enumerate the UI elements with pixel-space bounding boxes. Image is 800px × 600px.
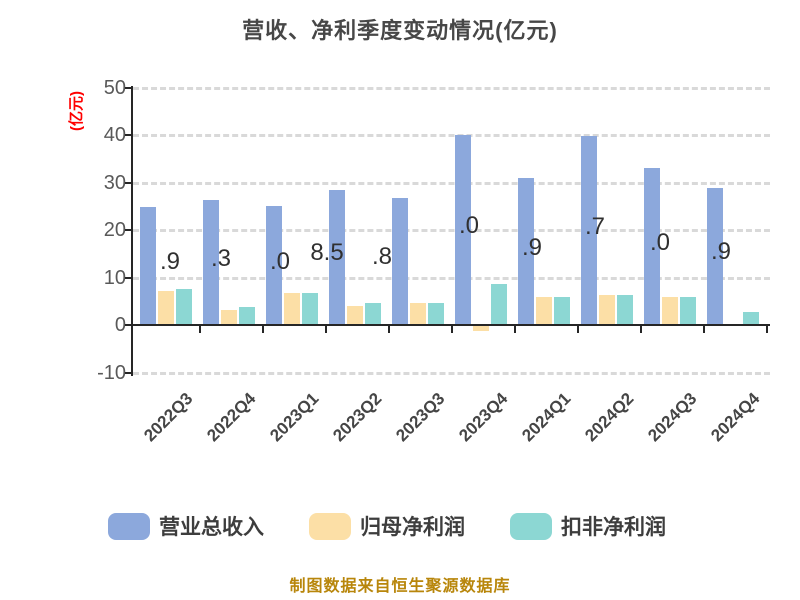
revenue-bar <box>140 206 156 325</box>
non-gaap-profit-bar <box>617 294 633 325</box>
y-tick-label: 20 <box>103 219 126 241</box>
data-source-caption: 制图数据来自恒生聚源数据库 <box>289 578 511 595</box>
net-profit-bar <box>536 296 552 325</box>
bar-value-label: .0 <box>649 228 671 256</box>
y-tick-label: 0 <box>114 314 126 336</box>
revenue-bar <box>266 206 282 325</box>
x-tick <box>702 325 705 333</box>
gridline <box>133 86 770 90</box>
non-gaap-profit-bar <box>491 284 507 325</box>
legend-item-revenue: 营业总收入 <box>108 511 264 541</box>
revenue-bar <box>581 136 597 325</box>
revenue-bar <box>203 200 219 325</box>
net-profit-bar <box>284 292 300 325</box>
x-tick <box>450 325 453 333</box>
bar-value-label: 8.5 <box>310 239 344 267</box>
bar-value-label: .9 <box>521 233 543 261</box>
gridline <box>133 134 770 137</box>
net-profit-bar <box>347 305 363 325</box>
net-profit-bar <box>662 296 678 325</box>
y-tick <box>125 134 132 136</box>
x-tick <box>639 325 642 333</box>
net-profit-bar <box>410 302 426 325</box>
non-gaap-profit-bar <box>302 292 318 325</box>
net-profit-bar <box>221 309 237 325</box>
revenue-bar <box>329 189 345 325</box>
legend-item-net-profit: 归母净利润 <box>309 511 465 541</box>
revenue-bar <box>455 135 471 325</box>
non-gaap-profit-bar <box>365 303 381 325</box>
gridline <box>133 371 770 375</box>
net-profit-bar <box>473 326 489 331</box>
bar-value-label: .9 <box>159 247 181 275</box>
bar-value-label: .0 <box>458 212 480 239</box>
x-tick <box>198 325 201 333</box>
non-gaap-profit-bar <box>428 302 444 325</box>
non-gaap-profit-swatch-icon <box>510 512 552 540</box>
gridline <box>133 229 770 232</box>
y-tick-label: 50 <box>103 76 126 99</box>
legend-label-net-profit: 归母净利润 <box>360 516 465 539</box>
chart-title: 营收、净利季度变动情况(亿元) <box>242 18 558 43</box>
x-tick <box>324 325 327 333</box>
y-tick-label: 40 <box>103 124 126 146</box>
non-gaap-profit-bar <box>680 296 696 325</box>
bar-value-label: .3 <box>210 244 232 272</box>
legend: 营业总收入 归母净利润 扣非净利润 <box>108 511 711 541</box>
gridline <box>133 181 770 185</box>
y-tick <box>125 181 132 184</box>
x-tick <box>765 325 768 333</box>
net-profit-bar <box>158 290 174 325</box>
revenue-swatch-icon <box>108 512 150 540</box>
bar-value-label: .8 <box>371 243 393 271</box>
gridline <box>133 276 770 280</box>
x-tick <box>261 325 264 333</box>
x-tick <box>387 325 390 333</box>
y-tick <box>125 276 132 279</box>
net-profit-swatch-icon <box>309 512 351 540</box>
revenue-bar <box>707 187 723 325</box>
y-axis-line <box>131 86 133 376</box>
x-tick <box>576 325 579 333</box>
non-gaap-profit-bar <box>554 296 570 325</box>
revenue-bar <box>392 197 408 325</box>
y-tick-label: -10 <box>97 361 126 384</box>
y-tick <box>125 229 132 231</box>
y-tick-label: 30 <box>103 171 126 194</box>
y-tick <box>125 324 132 326</box>
legend-label-non-gaap-profit: 扣非净利润 <box>561 516 666 539</box>
bar-value-label: .9 <box>710 238 732 266</box>
legend-item-non-gaap-profit: 扣非净利润 <box>510 511 666 541</box>
x-tick <box>513 325 516 333</box>
y-tick <box>125 371 132 374</box>
non-gaap-profit-bar <box>239 307 255 325</box>
y-tick-label: 10 <box>103 266 126 289</box>
revenue-bar <box>644 168 660 325</box>
non-gaap-profit-bar <box>176 289 192 325</box>
bar-value-label: .7 <box>584 212 606 240</box>
legend-label-revenue: 营业总收入 <box>159 516 264 539</box>
net-profit-bar <box>599 294 615 325</box>
y-tick <box>125 86 132 89</box>
non-gaap-profit-bar <box>743 311 759 325</box>
revenue-bar <box>518 178 534 325</box>
bar-value-label: .0 <box>269 247 291 275</box>
